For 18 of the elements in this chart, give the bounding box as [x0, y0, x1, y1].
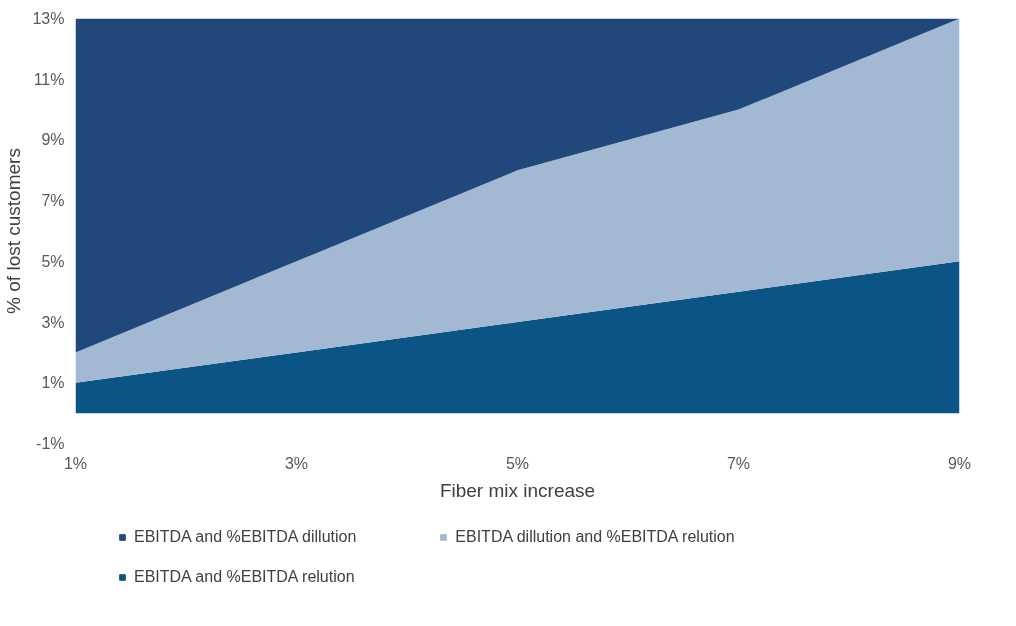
y-axis-title: % of lost customers [3, 148, 25, 314]
y-tick-label: 7% [41, 192, 65, 210]
legend-label: EBITDA dillution and %EBITDA relution [455, 528, 735, 546]
x-tick-label: 1% [63, 454, 88, 472]
x-axis-title: Fiber mix increase [439, 479, 596, 501]
y-tick-label: 11% [33, 70, 65, 88]
x-tick-label: 5% [505, 454, 530, 472]
x-tick-label: 3% [284, 454, 309, 472]
y-tick-label: 1% [41, 374, 65, 392]
y-tick-label: -1% [36, 435, 65, 452]
y-tick-label: 5% [41, 252, 65, 270]
x-tick-label: 7% [726, 454, 751, 472]
legend-label: EBITDA and %EBITDA dillution [134, 528, 357, 546]
x-tick-label: 9% [947, 454, 972, 472]
y-tick-label: 9% [41, 131, 65, 149]
legend-label: EBITDA and %EBITDA relution [134, 568, 355, 586]
y-tick-label: 13% [32, 10, 65, 27]
y-tick-label: 3% [41, 313, 65, 331]
